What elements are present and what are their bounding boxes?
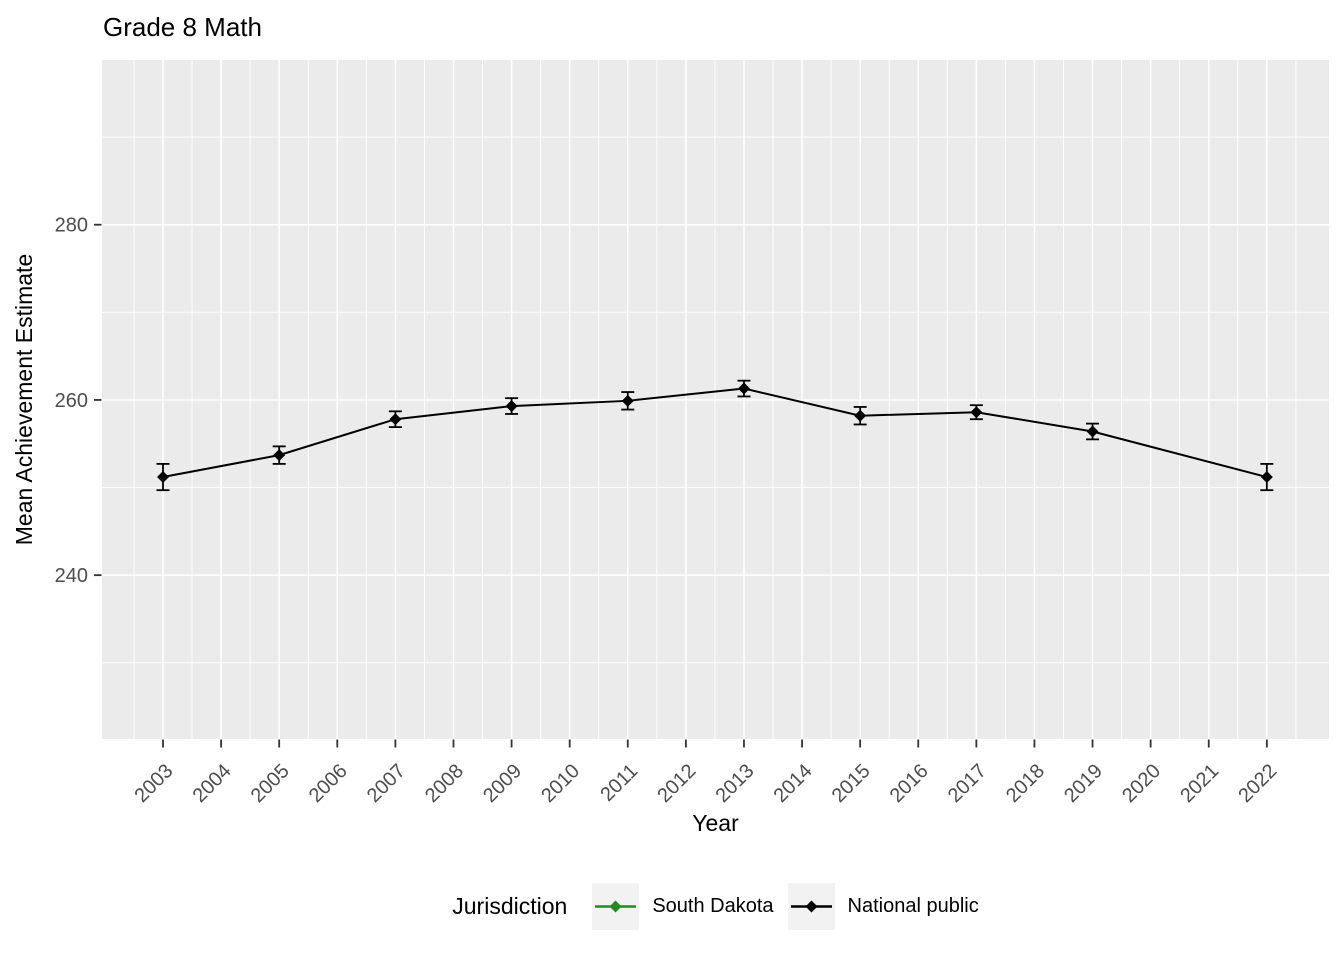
y-tick-label: 260 xyxy=(55,390,88,412)
x-tick-label: 2015 xyxy=(828,760,875,807)
data-point xyxy=(737,382,750,395)
data-point xyxy=(621,394,634,407)
x-tick-label: 2014 xyxy=(770,760,817,807)
x-tick-label: 2009 xyxy=(479,760,526,807)
y-axis-title: Mean Achievement Estimate xyxy=(11,253,38,546)
x-tick-label: 2019 xyxy=(1060,760,1107,807)
data-point xyxy=(389,413,402,426)
x-tick-label: 2016 xyxy=(886,760,933,807)
x-tick-label: 2022 xyxy=(1234,760,1281,807)
data-point xyxy=(854,409,867,422)
x-tick-label: 2004 xyxy=(189,760,236,807)
legend-key xyxy=(592,882,640,930)
x-tick-label: 2013 xyxy=(711,760,758,807)
chart-title: Grade 8 Math xyxy=(103,12,262,42)
x-tick-label: 2005 xyxy=(247,760,294,807)
legend-swatch-marker xyxy=(805,900,818,912)
data-point xyxy=(1086,425,1099,438)
legend-title: Jurisdiction xyxy=(452,892,568,919)
y-tick-label: 240 xyxy=(55,565,88,587)
legend-swatch xyxy=(790,900,832,912)
series-line xyxy=(162,387,1268,479)
x-tick-label: 2008 xyxy=(421,760,468,807)
legend-label: National public xyxy=(847,894,979,917)
legend-item-south-dakota: South Dakota xyxy=(592,882,774,930)
legend-items: South Dakota National public xyxy=(592,882,979,930)
x-axis-title: Year xyxy=(692,810,739,836)
legend-swatch-marker xyxy=(609,900,622,912)
data-point xyxy=(273,449,286,462)
data-point xyxy=(970,406,983,419)
legend-label: South Dakota xyxy=(652,894,774,917)
x-tick-label: 2018 xyxy=(1002,760,1049,807)
x-tick-label: 2007 xyxy=(363,760,410,807)
y-tick-label: 280 xyxy=(55,215,88,237)
x-tick-label: 2021 xyxy=(1176,760,1223,807)
data-point xyxy=(157,471,170,484)
data-point xyxy=(505,400,518,413)
x-tick-label: 2011 xyxy=(596,760,642,806)
legend-key xyxy=(787,882,835,930)
data-point xyxy=(1260,471,1273,484)
x-tick-label: 2020 xyxy=(1118,760,1165,807)
x-tick-label: 2017 xyxy=(944,760,991,807)
legend-swatch xyxy=(595,900,637,912)
x-tick-label: 2012 xyxy=(653,760,700,807)
y-axis-title-wrap: Mean Achievement Estimate xyxy=(2,60,48,739)
x-tick-label: 2006 xyxy=(305,760,352,807)
legend-item-national-public: National public xyxy=(787,882,979,930)
legend: Jurisdiction South Dakota National public xyxy=(102,880,1329,932)
x-tick-label: 2003 xyxy=(131,760,178,807)
x-tick-label: 2010 xyxy=(537,760,584,807)
